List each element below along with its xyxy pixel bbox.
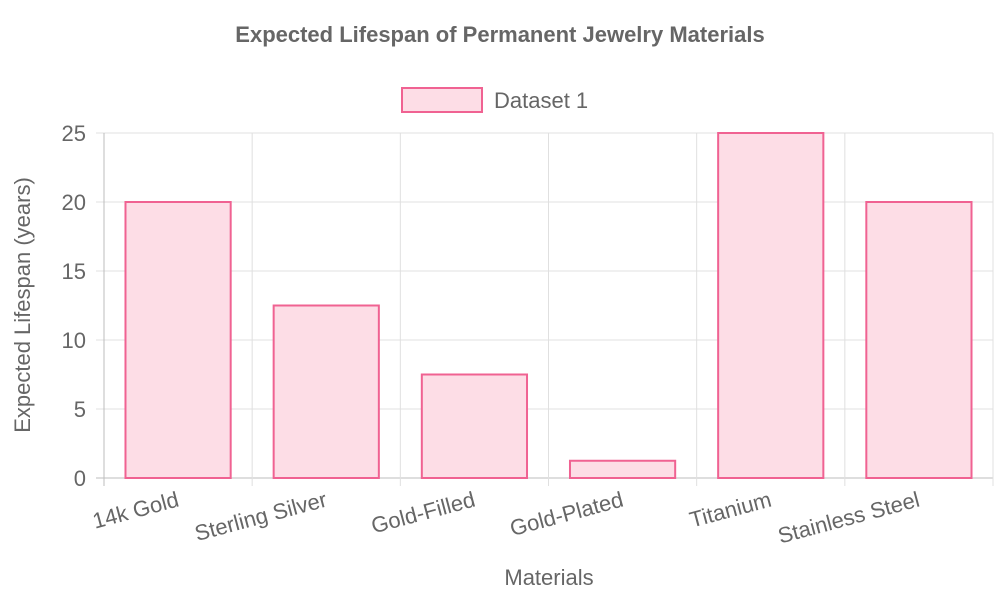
bar[interactable]	[272, 304, 380, 479]
legend-swatch	[401, 87, 483, 113]
y-tick-label: 20	[62, 190, 86, 215]
y-tick-label: 25	[62, 121, 86, 146]
bar[interactable]	[420, 373, 529, 479]
x-tick-label: Titanium	[687, 487, 774, 533]
bar[interactable]	[717, 132, 825, 479]
bars	[124, 132, 973, 479]
x-tick-label: Gold-Plated	[507, 487, 626, 541]
chart-title: Expected Lifespan of Permanent Jewelry M…	[235, 22, 764, 47]
x-axis-ticks: 14k Gold Sterling Silver Gold-Filled Gold-P…	[90, 487, 922, 549]
y-axis-ticks: 0 5 10 15 20 25	[62, 121, 86, 491]
y-tick-label: 5	[74, 397, 86, 422]
bar[interactable]	[124, 201, 232, 479]
bar[interactable]	[865, 201, 973, 479]
x-tick-label: Gold-Filled	[368, 487, 477, 539]
x-tick-label: Stainless Steel	[775, 487, 922, 549]
x-axis-title: Materials	[504, 565, 593, 590]
grid	[96, 132, 994, 486]
y-tick-label: 0	[74, 466, 86, 491]
legend[interactable]: Dataset 1	[401, 87, 588, 113]
legend-label: Dataset 1	[494, 88, 588, 113]
bar[interactable]	[568, 459, 677, 479]
x-tick-label: Sterling Silver	[192, 487, 330, 546]
y-tick-label: 10	[62, 328, 86, 353]
y-tick-label: 15	[62, 259, 86, 284]
y-axis-title: Expected Lifespan (years)	[10, 177, 35, 433]
x-tick-label: 14k Gold	[90, 487, 182, 534]
